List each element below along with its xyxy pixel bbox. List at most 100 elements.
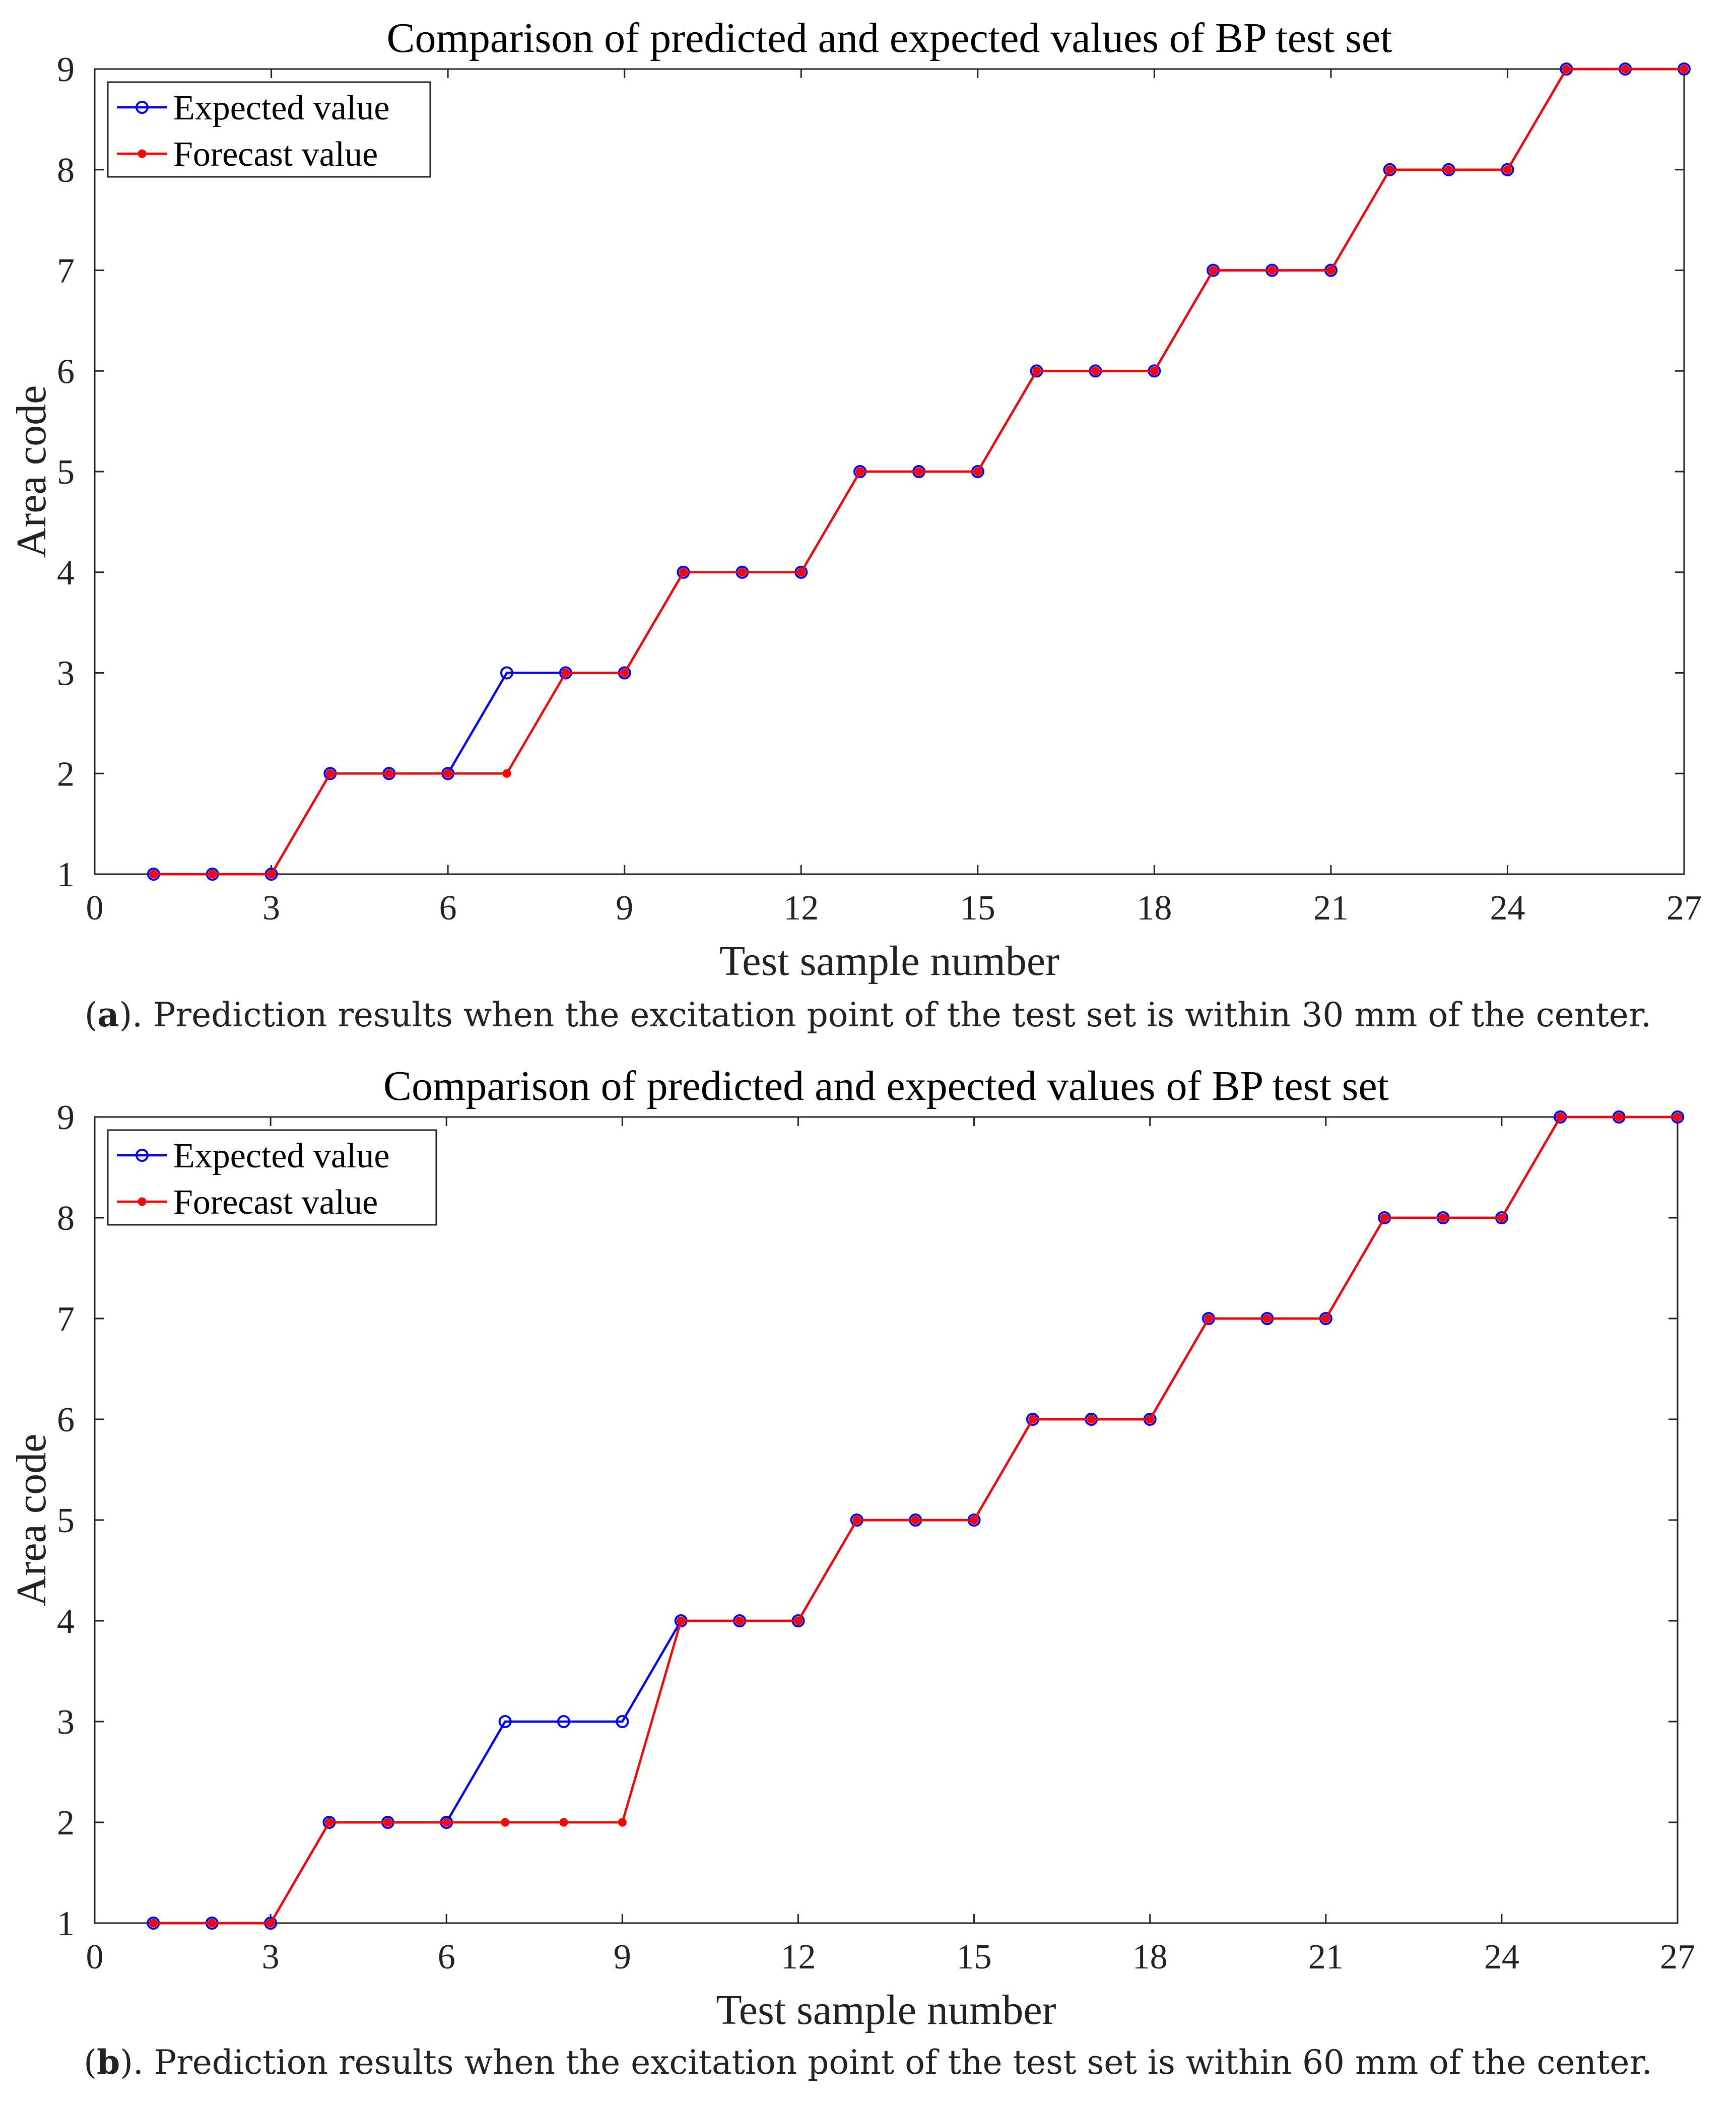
- data-point-forecast: [1556, 1112, 1565, 1122]
- x-tick-label: 9: [616, 889, 633, 928]
- forecast-marker-dot: [1262, 1314, 1272, 1323]
- x-axis-label: Test sample number: [719, 938, 1059, 984]
- legend-item-expected: Expected value: [117, 89, 390, 127]
- x-tick-label: 21: [1308, 1938, 1344, 1977]
- y-tick-label: 9: [57, 50, 75, 89]
- forecast-marker-dot: [383, 1818, 392, 1827]
- data-point-forecast: [1091, 366, 1100, 375]
- x-tick-label: 27: [1660, 1938, 1695, 1977]
- forecast-marker-dot: [735, 1616, 744, 1625]
- data-point-forecast: [1439, 1213, 1448, 1222]
- legend-label-forecast: Forecast value: [173, 135, 378, 174]
- chart-title: Comparison of predicted and expected val…: [383, 1063, 1389, 1109]
- forecast-marker-dot: [1326, 266, 1336, 275]
- forecast-marker-dot: [1673, 1112, 1682, 1122]
- data-point-forecast: [1267, 266, 1277, 275]
- data-point-forecast: [1150, 366, 1159, 375]
- x-tick-label: 27: [1666, 889, 1702, 928]
- data-point-forecast: [1262, 1314, 1272, 1323]
- forecast-marker-dot: [325, 769, 335, 778]
- chart-b: Comparison of predicted and expected val…: [8, 1063, 1695, 2033]
- legend-circle-icon: [136, 101, 149, 114]
- legend-asterisk-icon: [138, 149, 147, 158]
- y-tick-label: 2: [57, 755, 75, 794]
- data-point-forecast: [1321, 1314, 1330, 1323]
- forecast-marker-dot: [1146, 1415, 1155, 1424]
- forecast-marker-dot: [442, 1818, 451, 1827]
- data-point-forecast: [793, 1616, 803, 1625]
- y-tick-label: 3: [57, 654, 75, 693]
- x-tick-label: 15: [960, 889, 995, 928]
- forecast-marker-dot: [1028, 1415, 1037, 1424]
- forecast-marker-dot: [1209, 266, 1218, 275]
- x-tick-label: 12: [783, 889, 819, 928]
- data-point-expected: [500, 666, 513, 680]
- data-point-forecast: [1380, 1213, 1389, 1222]
- data-point-forecast: [208, 1919, 217, 1928]
- forecast-marker-dot: [1380, 1213, 1389, 1222]
- x-tick-label: 18: [1132, 1938, 1168, 1977]
- y-tick-label: 2: [57, 1804, 75, 1842]
- forecast-marker-dot: [324, 1818, 333, 1827]
- legend-box: [107, 1129, 437, 1226]
- forecast-marker-dot: [384, 769, 393, 778]
- forecast-marker-dot: [855, 467, 864, 476]
- data-point-forecast: [1621, 64, 1630, 74]
- forecast-marker-dot: [1204, 1314, 1213, 1323]
- forecast-marker-dot: [1150, 366, 1159, 375]
- legend-label-forecast: Forecast value: [173, 1183, 378, 1222]
- data-point-forecast: [1146, 1415, 1155, 1424]
- y-axis-label: Area code: [8, 1434, 55, 1607]
- x-tick-label: 0: [86, 1938, 104, 1977]
- x-tick-label: 18: [1137, 889, 1172, 928]
- forecast-marker-dot: [973, 467, 982, 476]
- data-point-forecast: [149, 1919, 158, 1928]
- caption-a: (a). Prediction results when the excitat…: [84, 995, 1652, 1034]
- y-tick-label: 8: [57, 1199, 75, 1238]
- forecast-marker-dot: [793, 1616, 803, 1625]
- data-point-forecast: [855, 467, 864, 476]
- y-axis-label: Area code: [8, 385, 55, 558]
- forecast-marker-dot: [1444, 165, 1453, 174]
- forecast-marker-dot: [208, 1919, 217, 1928]
- x-tick-label: 6: [438, 1938, 455, 1977]
- legend: Expected value Forecast value: [107, 1129, 437, 1226]
- data-point-forecast: [852, 1516, 861, 1525]
- data-point-forecast: [501, 1818, 510, 1827]
- data-point-forecast: [1497, 1213, 1506, 1222]
- data-point-forecast: [383, 1818, 392, 1827]
- legend-label-expected: Expected value: [173, 89, 390, 127]
- y-tick-label: 1: [57, 1904, 75, 1943]
- data-point-forecast: [561, 669, 570, 677]
- forecast-marker-dot: [559, 1818, 568, 1827]
- y-tick-label: 6: [57, 352, 75, 391]
- x-tick-label: 15: [957, 1938, 992, 1977]
- data-point-forecast: [1673, 1112, 1682, 1122]
- data-point-forecast: [442, 1818, 451, 1827]
- x-tick-label: 0: [86, 889, 104, 928]
- data-point-forecast: [796, 568, 806, 577]
- caption-a-label: a: [97, 995, 119, 1034]
- data-point-forecast: [1444, 165, 1453, 174]
- forecast-marker-dot: [561, 669, 570, 677]
- forecast-marker-dot: [208, 870, 217, 879]
- caption-b-label: b: [96, 2043, 120, 2082]
- legend-item-forecast: Forecast value: [117, 1183, 378, 1222]
- caption-b: (b). Prediction results when the excitat…: [84, 2043, 1652, 2082]
- forecast-marker-dot: [1267, 266, 1277, 275]
- data-point-expected: [557, 1715, 570, 1728]
- forecast-marker-dot: [852, 1516, 861, 1525]
- legend-box: [107, 81, 431, 178]
- data-point-expected: [498, 1715, 512, 1728]
- data-point-forecast: [1562, 64, 1571, 74]
- x-tick-label: 3: [262, 1938, 280, 1977]
- data-point-forecast: [559, 1818, 568, 1827]
- data-point-forecast: [267, 870, 276, 879]
- data-point-forecast: [1385, 165, 1394, 174]
- data-point-forecast: [1028, 1415, 1037, 1424]
- data-point-forecast: [502, 769, 511, 778]
- data-point-forecast: [1503, 165, 1512, 174]
- forecast-marker-dot: [266, 1919, 275, 1928]
- data-point-forecast: [738, 568, 747, 577]
